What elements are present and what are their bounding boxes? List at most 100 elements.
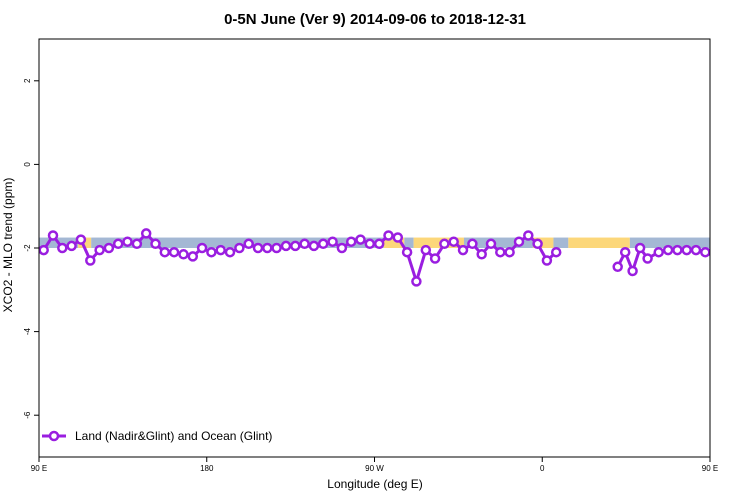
data-point: [262, 242, 273, 254]
y-axis-label: XCO2 - MLO trend (ppm): [1, 178, 15, 313]
data-point: [513, 236, 525, 247]
data-point: [75, 234, 87, 245]
data-point: [271, 242, 282, 254]
band-segment-ocean: [629, 237, 710, 248]
data-point: [739, 232, 747, 240]
data-point: [336, 242, 348, 254]
data-point: [122, 236, 133, 247]
data-point: [700, 246, 710, 258]
y-tick-label: -2: [23, 244, 32, 252]
data-point: [66, 240, 77, 252]
data-point: [327, 236, 338, 247]
legend-marker-swatch: [48, 430, 60, 442]
band-segment-ocean: [404, 237, 414, 248]
y-tick-label: 0: [23, 162, 32, 167]
x-tick-label: 90 E: [31, 464, 47, 473]
data-point: [85, 255, 96, 266]
data-point: [619, 246, 631, 258]
data-point: [168, 246, 180, 258]
data-point: [634, 242, 646, 254]
band-segment-land: [568, 237, 630, 248]
data-point: [485, 238, 497, 250]
data-point: [299, 238, 310, 250]
data-point: [215, 244, 226, 256]
data-point: [234, 242, 245, 254]
data-point: [709, 245, 710, 251]
y-axis: 2 0 -2 -4 -6: [23, 78, 39, 419]
data-point: [627, 265, 638, 277]
data-point: [140, 228, 152, 239]
data-point: [280, 240, 292, 252]
legend: Land (Nadir&Glint) and Ocean (Glint): [42, 429, 272, 443]
data-point: [112, 238, 124, 250]
data-point: [383, 230, 394, 241]
series-layer: [39, 228, 747, 287]
chart-title: 0-5N June (Ver 9) 2014-09-06 to 2018-12-…: [224, 11, 526, 28]
data-point: [150, 238, 161, 250]
data-point: [439, 238, 450, 250]
data-point: [720, 255, 728, 263]
data-point: [131, 238, 143, 250]
data-point: [495, 246, 506, 258]
data-point: [94, 244, 105, 256]
data-point: [523, 230, 534, 241]
band-segment-land: [413, 237, 464, 248]
band-segment-ocean: [463, 237, 533, 248]
x-tick-label: 180: [200, 464, 214, 473]
data-point: [57, 242, 68, 254]
data-point: [39, 244, 49, 256]
y-tick-label: -6: [23, 411, 32, 419]
x-axis: 90 E 180 90 W 0 90 E: [31, 457, 718, 473]
x-tick-label: 90 E: [702, 464, 718, 473]
data-point: [532, 238, 543, 250]
data-point: [429, 253, 441, 264]
band-segment-land: [383, 237, 405, 248]
data-point: [411, 276, 422, 287]
data-point: [457, 244, 469, 256]
data-point: [681, 244, 692, 256]
data-point: [476, 249, 487, 260]
data-point: [690, 244, 702, 256]
data-point: [355, 234, 366, 245]
band-segment-ocean: [553, 237, 569, 248]
y-tick-label: -4: [23, 327, 32, 335]
data-point: [252, 242, 264, 254]
data-point: [103, 242, 115, 254]
data-point: [308, 240, 320, 252]
data-point: [550, 246, 562, 258]
band-segment-ocean: [91, 237, 384, 248]
y-tick-label: 2: [23, 78, 32, 83]
data-point: [364, 238, 376, 250]
data-point: [373, 238, 385, 250]
data-point: [504, 246, 515, 258]
data-point: [448, 236, 459, 247]
data-point: [467, 238, 478, 250]
data-point: [47, 230, 59, 241]
data-point: [672, 244, 683, 256]
data-point: [290, 240, 301, 252]
data-point: [612, 261, 623, 273]
data-point: [653, 246, 664, 258]
x-tick-label: 90 W: [365, 464, 384, 473]
legend-entry-label: Land (Nadir&Glint) and Ocean (Glint): [75, 429, 272, 443]
data-point: [642, 253, 653, 264]
data-point: [392, 232, 404, 243]
data-point: [420, 244, 432, 256]
x-tick-label: 0: [540, 464, 545, 473]
data-point: [662, 244, 674, 256]
data-point: [317, 238, 329, 250]
data-point: [224, 246, 236, 258]
data-point: [345, 236, 357, 247]
data-point: [196, 242, 208, 254]
x-axis-label: Longitude (deg E): [327, 477, 422, 491]
data-point: [187, 251, 199, 262]
data-point: [729, 244, 737, 252]
data-point: [159, 246, 171, 258]
data-point: [401, 246, 413, 258]
data-point: [541, 255, 553, 266]
data-point: [206, 246, 217, 258]
data-point: [178, 249, 189, 260]
band-segment-land: [532, 237, 554, 248]
data-point: [243, 238, 254, 250]
